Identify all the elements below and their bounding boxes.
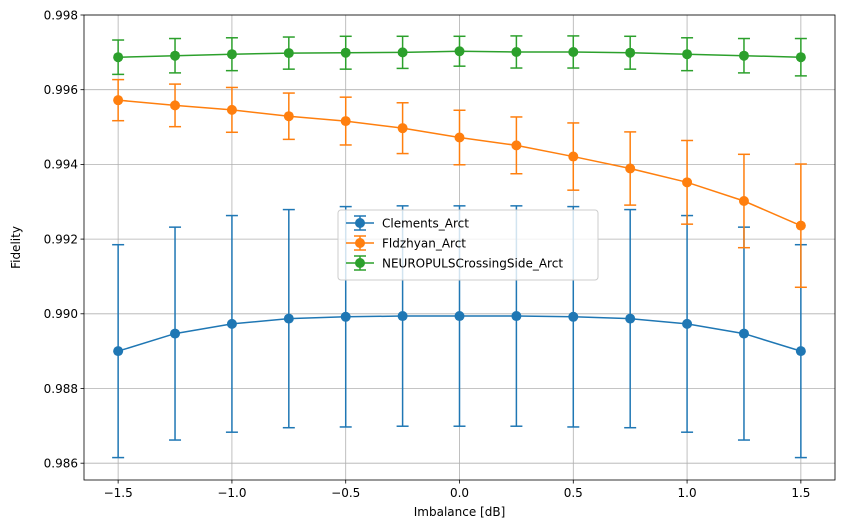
x-tick-label: 0.5 xyxy=(564,486,583,500)
data-point xyxy=(795,220,806,231)
x-axis-label: Imbalance [dB] xyxy=(414,505,506,519)
data-point xyxy=(170,328,181,339)
data-point xyxy=(511,311,522,322)
y-tick-label: 0.988 xyxy=(44,382,78,396)
data-point xyxy=(283,111,294,122)
data-point xyxy=(568,151,579,162)
data-point xyxy=(113,52,124,63)
data-point xyxy=(170,50,181,61)
data-point xyxy=(283,48,294,59)
data-point xyxy=(454,311,465,322)
data-point xyxy=(113,95,124,106)
series-layer xyxy=(112,35,807,459)
legend-label: Fldzhyan_Arct xyxy=(382,236,466,250)
data-point xyxy=(511,46,522,57)
legend-label: NEUROPULSCrossingSide_Arct xyxy=(382,256,563,270)
legend-label: Clements_Arct xyxy=(382,216,469,230)
x-tick-label: 0.0 xyxy=(450,486,469,500)
data-point xyxy=(226,104,237,115)
data-point xyxy=(625,163,636,174)
y-tick-label: 0.998 xyxy=(44,8,78,22)
data-point xyxy=(340,311,351,322)
data-point xyxy=(397,47,408,58)
data-point xyxy=(113,346,124,357)
data-point xyxy=(795,346,806,357)
data-point xyxy=(397,123,408,134)
legend-marker xyxy=(355,258,365,268)
x-axis-ticks: −1.5 −1.0 −0.5 0.0 0.5 1.0 1.5 xyxy=(104,480,810,500)
data-point xyxy=(454,132,465,143)
data-point xyxy=(738,196,749,206)
y-tick-label: 0.994 xyxy=(44,158,78,172)
y-axis-label: Fidelity xyxy=(9,226,23,269)
plot-frame xyxy=(83,14,836,481)
data-point xyxy=(397,311,408,322)
data-point xyxy=(454,46,465,57)
data-point xyxy=(738,50,749,61)
data-point xyxy=(283,313,294,324)
y-tick-label: 0.996 xyxy=(44,83,78,97)
legend-box xyxy=(337,209,599,281)
y-tick-label: 0.992 xyxy=(44,232,78,246)
data-point xyxy=(170,100,181,111)
legend-entry: NEUROPULSCrossingSide_Arct xyxy=(346,255,563,271)
y-tick-label: 0.990 xyxy=(44,307,78,321)
data-point xyxy=(568,46,579,57)
data-point xyxy=(625,47,636,58)
legend-entry: Fldzhyan_Arct xyxy=(346,235,466,251)
data-point xyxy=(568,311,579,322)
series-Fldzhyan_Arct xyxy=(112,78,807,289)
data-point xyxy=(738,328,749,339)
x-tick-label: 1.5 xyxy=(791,486,810,500)
data-point xyxy=(625,313,636,324)
legend-marker xyxy=(355,218,365,228)
y-tick-label: 0.986 xyxy=(44,456,78,470)
x-tick-label: −0.5 xyxy=(331,486,360,500)
x-tick-label: −1.5 xyxy=(104,486,133,500)
data-point xyxy=(682,177,693,188)
data-point xyxy=(795,52,806,63)
data-point xyxy=(682,318,693,329)
x-tick-label: 1.0 xyxy=(678,486,697,500)
legend: Clements_Arct Fldzhyan_Arct NEUROPULSCross… xyxy=(337,209,599,281)
data-point xyxy=(226,318,237,329)
data-point xyxy=(226,49,237,60)
series-NEUROPULSCrossingSide_Arct xyxy=(112,35,807,77)
x-tick-label: −1.0 xyxy=(217,486,246,500)
legend-marker xyxy=(355,238,365,248)
data-point xyxy=(340,47,351,58)
y-axis-ticks: 0.986 0.988 0.990 0.992 0.994 0.996 0.998 xyxy=(44,8,84,470)
data-point xyxy=(511,140,522,151)
data-point xyxy=(682,49,693,60)
data-point xyxy=(340,116,351,127)
legend-entry: Clements_Arct xyxy=(346,215,469,231)
